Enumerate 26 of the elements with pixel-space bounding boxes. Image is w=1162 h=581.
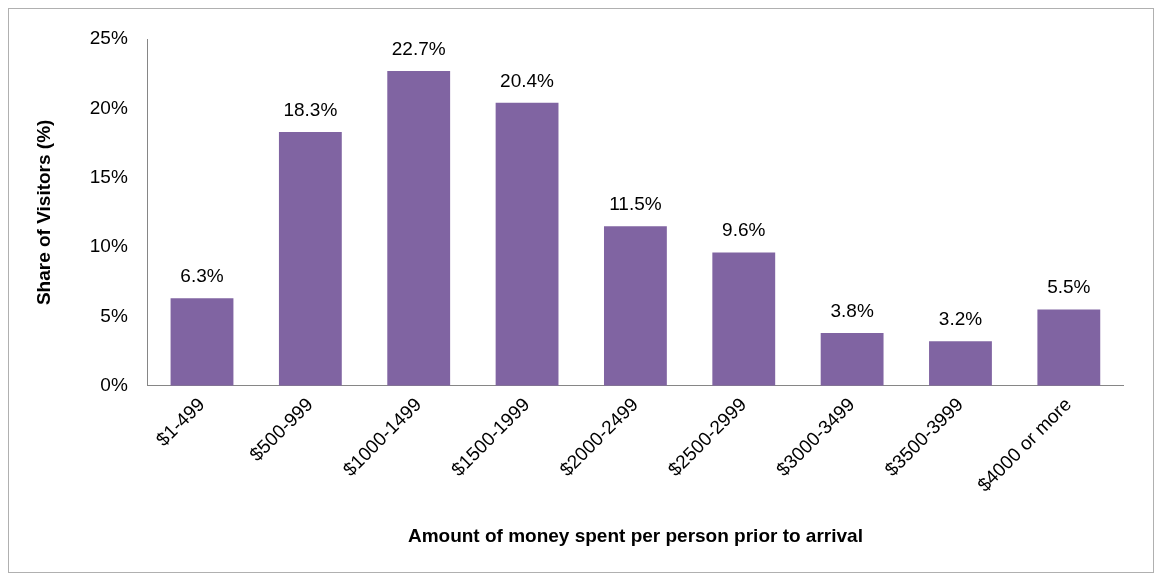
y-axis-title: Share of Visitors (%): [32, 119, 54, 306]
data-label: 9.6%: [722, 219, 766, 241]
bar: [387, 70, 451, 386]
bar: [1037, 309, 1101, 386]
data-label: 11.5%: [609, 192, 662, 214]
y-tick-label: 20%: [89, 96, 128, 118]
bar: [495, 102, 559, 386]
data-label: 3.8%: [830, 299, 874, 321]
y-tick-label: 15%: [89, 165, 128, 187]
bar: [929, 341, 992, 386]
y-tick-label: 25%: [89, 27, 128, 49]
data-label: 3.2%: [938, 308, 983, 330]
data-label: 6.3%: [180, 265, 224, 287]
bar: [278, 131, 342, 386]
data-label: 20.4%: [500, 69, 555, 91]
y-tick-label: 5%: [100, 304, 128, 326]
y-tick-label: 10%: [89, 235, 128, 257]
bar: [712, 252, 776, 386]
bar: [820, 333, 884, 386]
data-label: 5.5%: [1047, 276, 1091, 298]
data-label: 22.7%: [391, 37, 446, 59]
x-axis-title: Amount of money spent per person prior to arrival: [407, 524, 863, 546]
bar: [170, 298, 234, 386]
bar: [603, 226, 667, 386]
y-tick-label: 0%: [100, 373, 128, 395]
data-label: 18.3%: [283, 98, 338, 120]
